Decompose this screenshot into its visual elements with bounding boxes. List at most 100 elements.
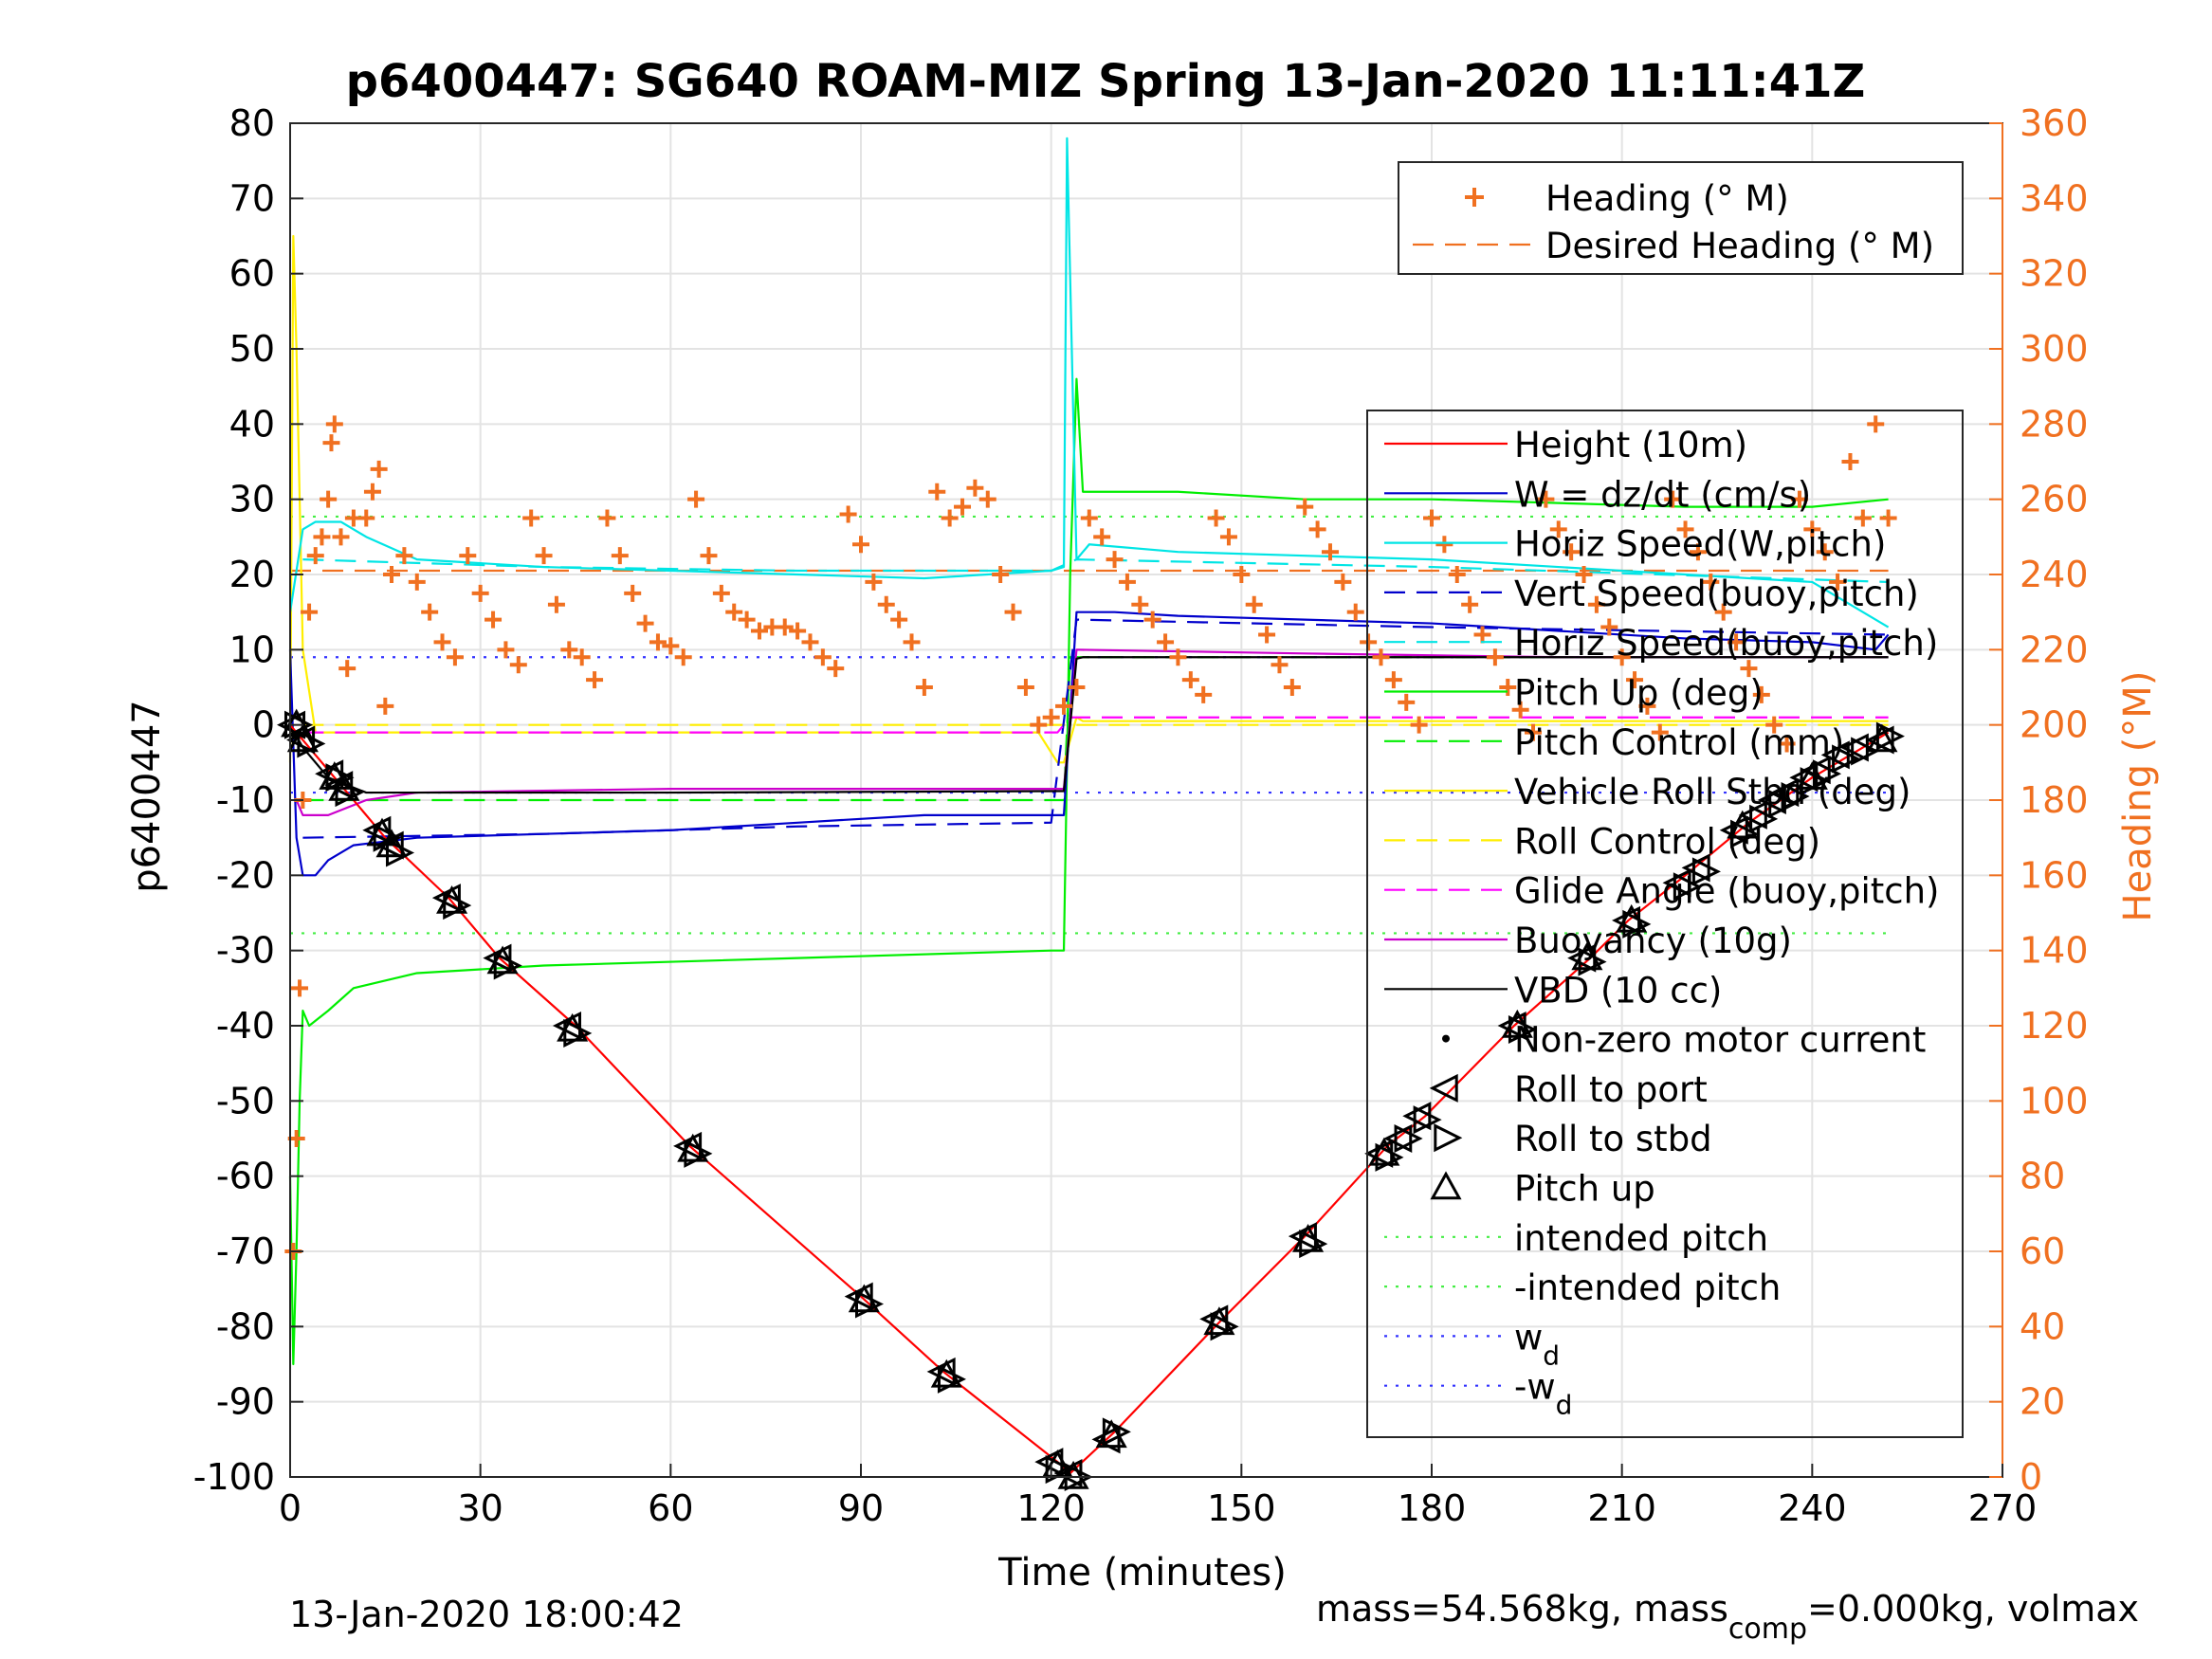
legend-main-entry-label: -intended pitch <box>1514 1267 1781 1308</box>
legend-main-entry-label: Non-zero motor current <box>1514 1020 1926 1061</box>
legend-main-entry-label: Pitch Up (deg) <box>1514 673 1764 714</box>
heading-point <box>992 566 1010 583</box>
legend-main-entry-label: Horiz Speed(W,pitch) <box>1514 524 1886 565</box>
roll-to-stbd-marker <box>1781 782 1810 811</box>
heading-point <box>363 483 381 501</box>
heading-point <box>776 618 794 636</box>
heading-point <box>376 697 394 715</box>
heading-point <box>814 648 832 666</box>
legend-main-entry-label: wd <box>1514 1317 1560 1371</box>
heading-point <box>338 660 356 678</box>
legend-main-entry-sample <box>1430 1171 1462 1200</box>
heading-point <box>839 505 857 523</box>
heading-point <box>852 536 869 554</box>
pitch-up-marker <box>1501 1009 1533 1038</box>
heading-point <box>877 595 895 613</box>
y-tick-label: 80 <box>229 102 275 144</box>
legend-main-entry-sub: d <box>1556 1390 1573 1421</box>
heading-point <box>649 633 667 651</box>
heading-point <box>332 528 350 546</box>
heading-point <box>700 547 718 565</box>
heading-point <box>1195 685 1213 703</box>
pitch-up-marker <box>1095 1419 1127 1449</box>
legend-main-entry-label: Vehicle Roll Stbd (deg) <box>1514 772 1910 812</box>
roll-to-port-marker <box>673 1131 703 1160</box>
heading-point <box>903 633 921 651</box>
y-tick-label: 10 <box>229 629 275 670</box>
heading-point <box>1308 520 1326 538</box>
x-tick-label: 90 <box>838 1487 884 1529</box>
y-tick-right-label: 200 <box>2020 704 2089 746</box>
pitch-up-marker <box>286 723 319 753</box>
y-tick-right-label: 160 <box>2020 854 2089 896</box>
heading-point <box>322 434 340 452</box>
x-tick-label: 30 <box>457 1487 503 1529</box>
pitch-up-marker <box>1292 1224 1325 1252</box>
pitch-up-marker <box>1727 810 1759 839</box>
y-tick-label: -90 <box>216 1381 275 1423</box>
heading-point <box>509 656 527 674</box>
y-tick-right-label: 60 <box>2020 1231 2065 1272</box>
roll-to-stbd-marker <box>1832 744 1861 774</box>
y-tick-right-label: 20 <box>2020 1381 2065 1423</box>
series-heading <box>284 415 1897 1260</box>
legend-main-entry-label: -wd <box>1514 1367 1572 1421</box>
x-tick-label: 150 <box>1207 1487 1276 1529</box>
y-tick-right-label: 340 <box>2020 177 2089 219</box>
legend-heading-box <box>1398 161 1964 275</box>
heading-point <box>915 679 933 696</box>
pitch-up-marker <box>319 761 351 790</box>
legend-main-entry-sample <box>1442 1034 1450 1043</box>
heading-point <box>395 547 413 565</box>
y-tick-label: 40 <box>229 403 275 445</box>
pitch-up-marker <box>1866 723 1898 753</box>
x-tick-label: 210 <box>1587 1487 1656 1529</box>
roll-to-stbd-marker <box>1691 857 1721 886</box>
series-buoyancy-10g <box>295 648 1889 816</box>
y-tick-label: -80 <box>216 1305 275 1347</box>
roll-to-port-marker <box>483 943 512 973</box>
series-layer <box>284 137 1897 1475</box>
heading-point <box>1879 509 1897 527</box>
heading-point <box>954 498 972 516</box>
heading-point <box>1169 648 1187 666</box>
heading-point <box>1638 697 1656 715</box>
y-tick-label: 70 <box>229 177 275 219</box>
roll-to-stbd-marker <box>1413 1105 1442 1135</box>
heading-point <box>1790 490 1808 508</box>
y-tick-right-label: 100 <box>2020 1080 2089 1121</box>
heading-point <box>725 603 743 621</box>
legend-main-box <box>1366 410 1964 1438</box>
legend-main-entry-label: Roll Control (deg) <box>1514 821 1820 862</box>
heading-point <box>1321 543 1339 561</box>
heading-point <box>966 479 984 497</box>
heading-point <box>674 648 692 666</box>
legend-main-entry-sample <box>1429 1073 1458 1103</box>
heading-point <box>325 415 343 433</box>
heading-point <box>1118 573 1136 591</box>
heading-point <box>306 547 324 565</box>
heading-point <box>1473 626 1491 644</box>
roll-to-port-marker <box>844 1282 873 1311</box>
x-tick-label: 0 <box>279 1487 302 1529</box>
heading-point <box>1752 685 1770 703</box>
pitch-up-marker <box>557 1012 589 1042</box>
y-tick-right-label: 360 <box>2020 102 2089 144</box>
legend-main-entry-sub: d <box>1543 1340 1560 1371</box>
pitch-up-marker <box>1796 761 1828 790</box>
heading-point <box>1525 723 1543 741</box>
heading-point <box>535 547 553 565</box>
pitch-up-marker <box>848 1284 880 1313</box>
heading-point <box>1549 520 1567 538</box>
y-tick-right-label: 120 <box>2020 1005 2089 1047</box>
heading-point <box>1435 536 1453 554</box>
heading-point <box>459 547 477 565</box>
heading-point <box>586 671 604 689</box>
y-tick-right-label: 180 <box>2020 779 2089 821</box>
x-tick-label: 60 <box>648 1487 693 1529</box>
y-tick-right-label: 280 <box>2020 403 2089 445</box>
y-axis-ticks: 80 70 60 50 40 30 20 10 0 -10 -20 -30 -40 -50 -60 -70 -8… <box>193 102 303 1498</box>
heading-point <box>1841 453 1859 470</box>
heading-point <box>738 611 756 629</box>
heading-point <box>357 509 375 527</box>
